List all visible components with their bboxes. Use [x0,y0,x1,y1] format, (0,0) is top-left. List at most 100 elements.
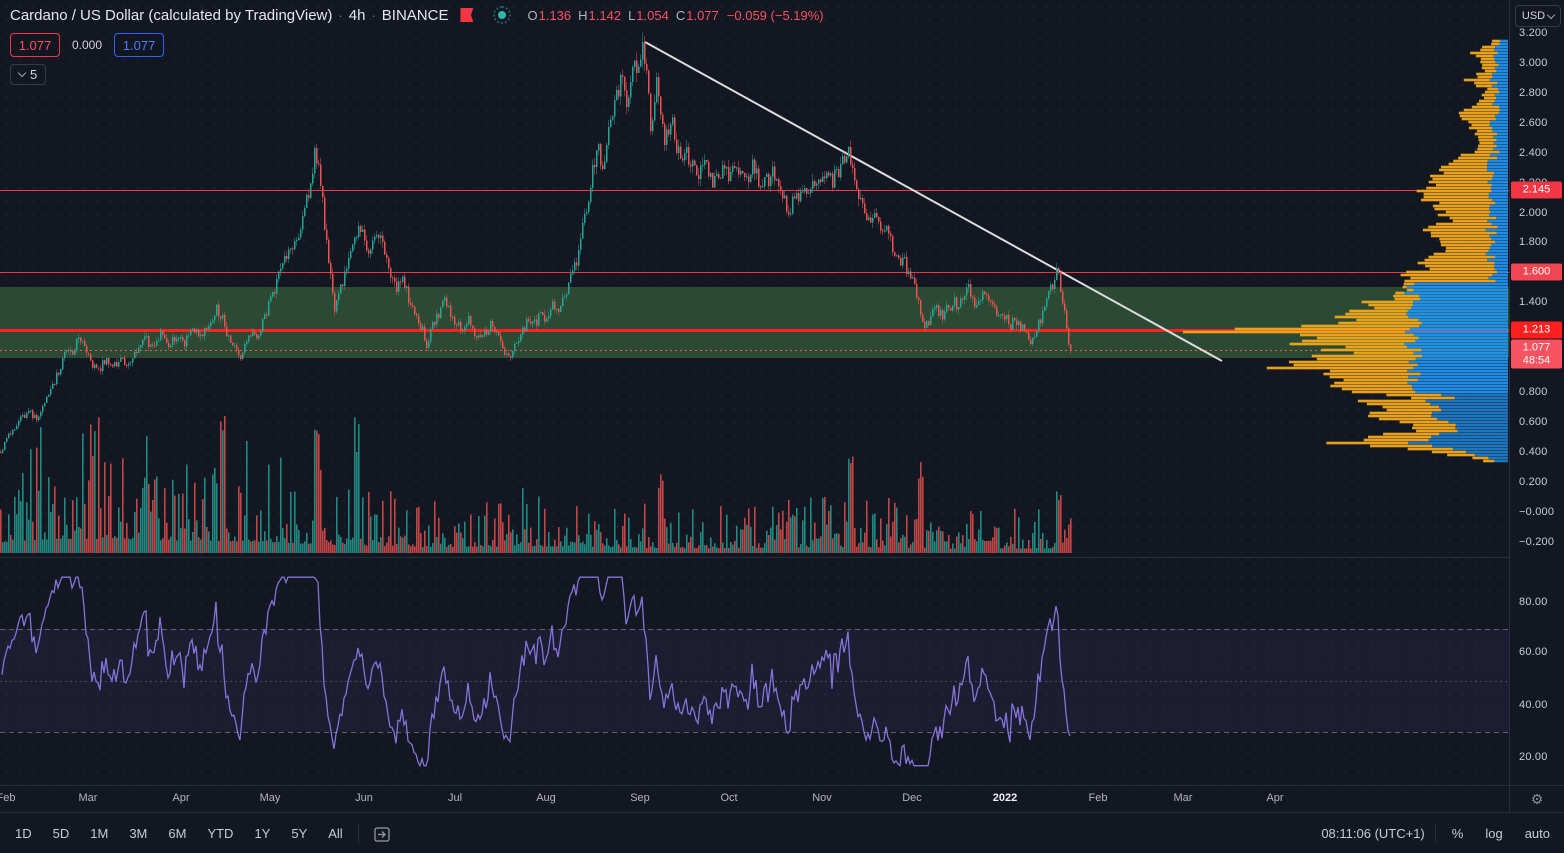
price-tick: 0.400 [1519,446,1548,458]
price-level-line-1.077[interactable] [0,349,1510,351]
mode-button-percent[interactable]: % [1451,826,1464,841]
separator-dot: · [338,7,343,23]
price-tick: 0.600 [1519,416,1548,428]
rsi-lower-line [0,732,1510,734]
bar-replay-dropdown[interactable]: 5 [10,64,47,85]
price-tick: 3.000 [1519,57,1548,69]
volume-profile [1182,39,1508,463]
candles [0,32,1072,454]
month-label: Dec [902,792,922,804]
sell-button[interactable]: 1.077 [10,33,60,57]
range-button-all[interactable]: All [328,826,343,841]
change-value: −0.059 (−5.19%) [726,7,824,23]
price-alert-label: 1.600 [1511,263,1562,281]
open-value: 1.136 [538,7,572,23]
month-label: Apr [172,792,190,804]
currency-label: USD [1521,10,1546,22]
flag-icon[interactable] [460,8,474,22]
high-label: H [578,7,588,23]
bar-count-value: 5 [30,67,38,82]
price-level-line-2.145[interactable] [0,189,1510,191]
go-to-date-button[interactable] [371,823,393,845]
price-tick: 0.800 [1519,386,1548,398]
rsi-upper-line [0,628,1510,630]
rsi-band [0,628,1510,733]
rsi-tick: 40.00 [1519,699,1548,711]
volume-histogram [0,416,1072,553]
toolbar-divider [1434,824,1436,843]
separator-dot: · [371,7,376,23]
scale-mode-buttons: % log auto [1446,823,1556,844]
price-tick: −0.200 [1519,536,1555,548]
range-button-5y[interactable]: 5Y [291,826,308,841]
month-label: Feb [1088,792,1108,804]
rsi-middle-line [0,680,1510,682]
month-label: May [259,792,281,804]
price-tick: 2.000 [1519,207,1548,219]
price-tick: −0.000 [1519,506,1555,518]
time-axis[interactable]: Feb Mar Apr May Jun Jul Aug Sep Oct Nov Dec 2022 Feb… [0,785,1510,813]
date-range-buttons: 1D 5D 1M 3M 6M YTD 1Y 5Y All [8,823,350,844]
toolbar-divider [357,824,359,843]
supply-demand-zone [0,287,1510,358]
month-label: Apr [1266,792,1284,804]
market-status-icon[interactable] [493,6,512,24]
price-alert-label: 1.077 48:54 [1511,339,1562,369]
month-label: Nov [812,792,832,804]
buy-button[interactable]: 1.077 [114,33,165,57]
price-axis[interactable]: USD 3.2003.0002.8002.6002.4002.2002.0001… [1510,0,1564,785]
range-button-1m[interactable]: 1M [90,826,109,841]
price-tick: 0.200 [1519,476,1548,488]
interval-label[interactable]: 4h [348,6,366,24]
pane-separator[interactable] [0,557,1564,558]
price-alert-label: 2.145 [1511,181,1562,199]
axis-settings-corner[interactable]: ⚙ [1510,785,1564,813]
spread-value: 0.000 [72,38,103,52]
month-label: Aug [536,792,556,804]
range-button-1d[interactable]: 1D [15,826,32,841]
exchange-label[interactable]: BINANCE [381,6,449,24]
close-label: C [675,7,686,23]
price-tick: 2.800 [1519,87,1548,99]
month-label: Mar [78,792,98,804]
month-label: Sep [630,792,650,804]
range-button-1y[interactable]: 1Y [254,826,271,841]
chevron-down-icon [17,68,27,78]
rsi-tick: 80.00 [1519,596,1548,608]
rsi-line [1,576,1071,768]
open-label: O [527,7,538,23]
currency-dropdown[interactable]: USD [1515,5,1561,27]
month-label: Jun [355,792,373,804]
price-level-line-1.213[interactable] [0,328,1510,332]
month-label: Oct [720,792,738,804]
bottom-toolbar: 1D 5D 1M 3M 6M YTD 1Y 5Y All 08:11:06 (UTC+1) % l… [0,812,1564,853]
low-label: L [628,7,636,23]
range-button-3m[interactable]: 3M [129,826,148,841]
clock-timezone-button[interactable]: 08:11:06 (UTC+1) [1321,826,1425,841]
range-button-ytd[interactable]: YTD [207,826,234,841]
mode-button-auto[interactable]: auto [1524,826,1550,841]
gear-icon[interactable]: ⚙ [1530,791,1544,807]
candlestick-chart [0,32,1223,553]
month-label: 2022 [992,792,1018,804]
range-button-5d[interactable]: 5D [52,826,70,841]
range-button-6m[interactable]: 6M [168,826,187,841]
mode-button-log[interactable]: log [1485,826,1503,841]
price-tick: 1.800 [1519,236,1548,248]
countdown-timer: 48:54 [1522,354,1551,367]
price-axis-border [1509,0,1510,812]
price-tick: 2.600 [1519,117,1548,129]
symbol-title[interactable]: Cardano / US Dollar (calculated by Tradi… [10,6,333,24]
price-tick: 1.400 [1519,296,1548,308]
main-chart-pane[interactable] [0,0,1510,557]
rsi-tick: 60.00 [1519,646,1548,658]
rsi-pane[interactable] [0,558,1510,785]
price-alert-label: 1.213 [1511,321,1562,339]
bar-count-row: 5 [10,63,824,85]
price-tick: 2.400 [1519,147,1548,159]
chart-legend: Cardano / US Dollar (calculated by Tradi… [10,4,824,85]
symbol-row: Cardano / US Dollar (calculated by Tradi… [10,4,824,26]
price-level-line-1.6[interactable] [0,271,1510,273]
chevron-down-icon [1546,10,1556,19]
